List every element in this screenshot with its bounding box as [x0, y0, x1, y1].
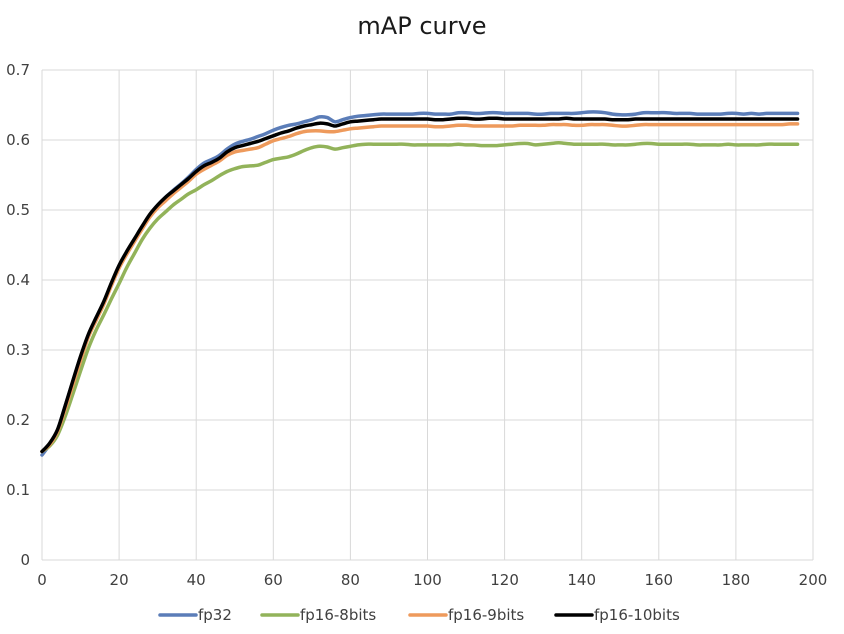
x-tick-label: 180	[722, 571, 751, 589]
legend: fp32 fp16-8bits fp16-9bits fp16-10bits	[158, 606, 680, 624]
legend-label: fp16-9bits	[448, 606, 524, 624]
y-tick-label: 0.5	[6, 201, 30, 219]
chart-title: mAP curve	[357, 12, 487, 40]
series-line-fp16-8bits	[40, 141, 800, 454]
x-tick-label: 140	[567, 571, 596, 589]
y-tick-label: 0.2	[6, 411, 30, 429]
x-tick-label: 200	[799, 571, 828, 589]
x-tick-label: 120	[490, 571, 519, 589]
series-line-fp16-9bits	[40, 122, 800, 454]
series-line-fp16-10bits	[40, 116, 800, 454]
x-tick-label: 40	[187, 571, 206, 589]
x-tick-label: 80	[341, 571, 360, 589]
series-line-fp32	[40, 110, 800, 457]
x-tick-label: 20	[110, 571, 129, 589]
y-tick-label: 0	[20, 551, 30, 569]
x-tick-label: 100	[413, 571, 442, 589]
x-tick-label: 160	[644, 571, 673, 589]
y-tick-label: 0.7	[6, 61, 30, 79]
series-lines	[40, 110, 800, 457]
y-tick-label: 0.4	[6, 271, 30, 289]
y-tick-label: 0.6	[6, 131, 30, 149]
legend-label: fp16-10bits	[594, 606, 680, 624]
x-tick-label: 60	[264, 571, 283, 589]
x-tick-label: 0	[37, 571, 47, 589]
legend-label: fp16-8bits	[300, 606, 376, 624]
y-tick-label: 0.1	[6, 481, 30, 499]
legend-label: fp32	[198, 606, 232, 624]
tick-labels: 0 20 40 60 80 100 120 140 160 180 200 0 0.1 0.2 0.3 0.4…	[6, 61, 827, 589]
y-tick-label: 0.3	[6, 341, 30, 359]
gridlines	[41, 69, 814, 561]
